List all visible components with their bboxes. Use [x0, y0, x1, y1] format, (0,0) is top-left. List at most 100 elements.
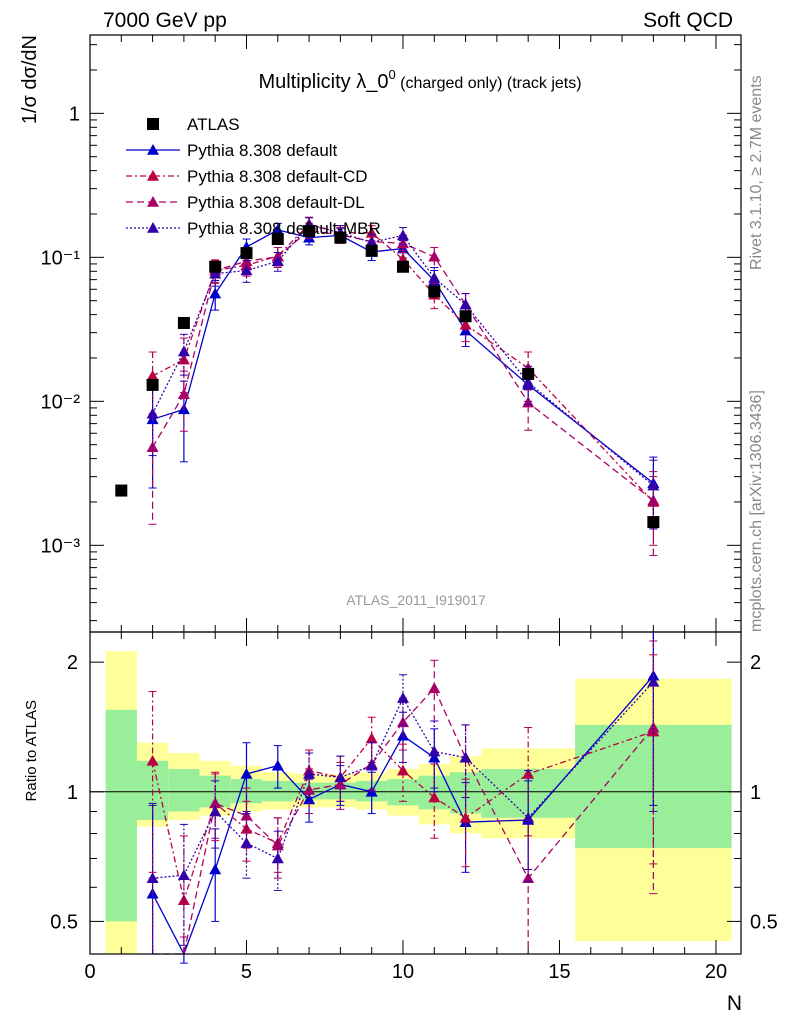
data-point	[271, 233, 284, 246]
ratio-y-tick-label: 2	[67, 652, 78, 674]
data-point	[146, 369, 159, 381]
data-point	[647, 479, 660, 491]
data-point	[146, 407, 159, 419]
data-point	[522, 396, 535, 408]
data-point	[240, 822, 253, 834]
x-tick-label: 20	[705, 961, 727, 983]
legend-marker	[147, 196, 159, 207]
data-point	[365, 244, 378, 257]
legend-item: Pythia 8.308 default-CD	[126, 167, 368, 186]
data-point	[303, 793, 316, 805]
data-point	[334, 771, 347, 783]
data-point	[459, 310, 472, 323]
legend-item: Pythia 8.308 default	[126, 141, 338, 160]
legend-label: Pythia 8.308 default-CD	[187, 167, 368, 186]
legend-marker	[147, 118, 159, 130]
main-series	[115, 216, 660, 556]
data-point	[522, 376, 535, 388]
data-point	[271, 852, 284, 864]
ratio-grid-ticks: 0.5 0.51 12 20 5 10 15 20	[50, 632, 778, 983]
data-point	[209, 267, 222, 279]
data-point	[240, 767, 253, 779]
data-point	[365, 759, 378, 771]
rivet-version-label: Rivet 3.1.10, ≥ 2.7M events	[748, 75, 765, 270]
legend-label: Pythia 8.308 default-DL	[187, 193, 365, 212]
main-grid-ticks: 10⁻³ 10⁻² 10⁻¹ 1	[41, 35, 741, 632]
x-axis-label: N	[727, 992, 742, 1015]
legend-item: Pythia 8.308 default-MBR	[126, 219, 381, 238]
mcplots-label: mcplots.cern.ch [arXiv:1306.3436]	[748, 390, 765, 632]
main-y-axis-label: 1/σ dσ/dN	[19, 35, 41, 124]
data-point	[334, 231, 347, 244]
x-tick-label: 15	[548, 961, 570, 983]
legend-label: ATLAS	[187, 115, 240, 134]
data-point	[459, 751, 472, 763]
data-point	[428, 271, 441, 283]
legend-marker	[147, 144, 159, 155]
data-point	[209, 805, 222, 817]
ratio-bands	[105, 651, 732, 954]
legend-item: Pythia 8.308 default-DL	[126, 193, 365, 212]
data-point	[177, 345, 190, 357]
data-point	[209, 287, 222, 299]
y-tick-label: 1	[69, 103, 80, 125]
data-point	[647, 721, 660, 733]
data-point	[177, 316, 190, 329]
data-point	[459, 298, 472, 310]
data-point	[177, 894, 190, 906]
data-point	[177, 869, 190, 881]
data-point	[522, 811, 535, 823]
legend-marker	[147, 222, 159, 233]
ratio-band-green	[262, 780, 294, 802]
data-point	[240, 264, 253, 276]
data-point	[365, 732, 378, 744]
data-point	[303, 225, 316, 238]
data-point	[428, 285, 441, 298]
chart-title-tail: (charged only) (track jets)	[396, 75, 582, 92]
data-point	[209, 260, 222, 273]
ratio-band-green	[168, 768, 200, 812]
data-point	[459, 318, 472, 330]
data-point	[396, 764, 409, 776]
chart-title: Multiplicity λ_00 (charged only) (track …	[258, 67, 581, 93]
legend-item: ATLAS	[147, 115, 240, 134]
data-point	[146, 872, 159, 883]
chart-title-sup: 0	[388, 67, 395, 82]
ratio-y-tick-label: 1	[750, 782, 761, 804]
data-point	[146, 754, 159, 766]
x-tick-label: 0	[84, 961, 95, 983]
data-point	[647, 516, 660, 529]
data-point	[647, 494, 660, 506]
data-point	[459, 811, 472, 823]
data-point	[303, 767, 316, 779]
ratio-y-tick-label: 0.5	[50, 911, 78, 933]
data-point	[647, 675, 660, 687]
legend-label: Pythia 8.308 default	[187, 141, 338, 160]
ratio-y-tick-label: 1	[67, 782, 78, 804]
data-point	[271, 223, 284, 235]
data-point	[396, 260, 409, 273]
ratio-y-tick-label: 2	[750, 652, 761, 674]
data-point	[428, 250, 441, 262]
data-point	[271, 759, 284, 771]
data-point	[365, 236, 378, 248]
data-point	[396, 237, 409, 249]
data-point	[428, 791, 441, 803]
ratio-series	[146, 631, 660, 964]
series-pythia-8-308-default-mbr	[146, 631, 660, 955]
data-point	[428, 682, 441, 693]
data-point	[115, 484, 128, 497]
y-tick-label: 10⁻¹	[41, 247, 81, 269]
ratio-y-axis-label: Ratio to ATLAS	[23, 700, 40, 801]
data-point	[334, 778, 347, 790]
data-point	[209, 863, 222, 875]
series-atlas	[115, 225, 660, 529]
data-point	[240, 247, 253, 260]
legend-label: Pythia 8.308 default-MBR	[187, 219, 381, 238]
ratio-y-tick-label: 0.5	[750, 911, 778, 933]
y-tick-label: 10⁻³	[41, 535, 81, 557]
data-point	[271, 255, 284, 266]
y-tick-label: 10⁻²	[41, 391, 81, 413]
ratio-plot-frame	[89, 631, 742, 955]
